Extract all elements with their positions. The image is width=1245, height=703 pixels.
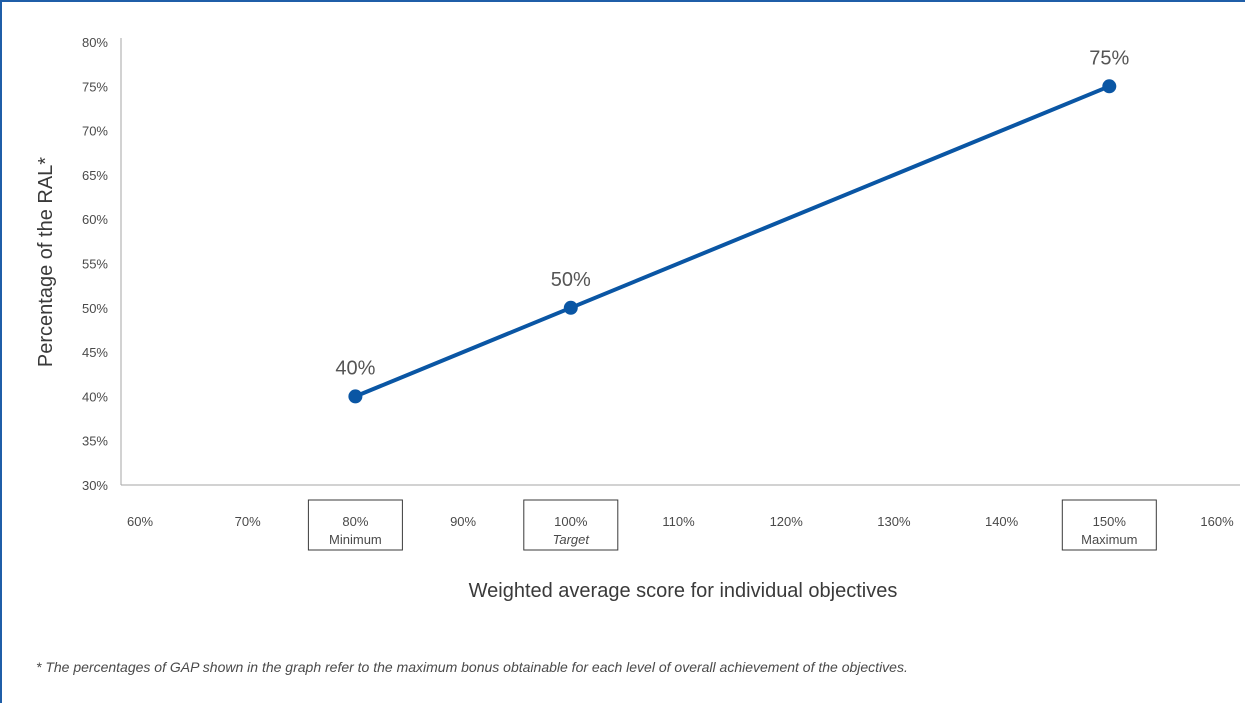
x-tick-sublabel: Minimum: [329, 532, 382, 547]
data-label: 75%: [1089, 47, 1129, 69]
data-point: [563, 300, 578, 315]
y-tick-label: 65%: [82, 168, 108, 183]
series-line: [354, 84, 1111, 399]
y-tick-label: 55%: [82, 257, 108, 272]
x-tick-label: 70%: [235, 514, 261, 529]
x-tick-label: 90%: [450, 514, 476, 529]
y-axis-title: Percentage of the RAL*: [35, 157, 57, 367]
y-tick-label: 60%: [82, 212, 108, 227]
x-tick-box: [523, 499, 619, 551]
data-label: 40%: [335, 357, 375, 379]
x-tick-label: 80%: [342, 514, 368, 529]
x-tick-label: 160%: [1200, 514, 1234, 529]
y-tick-label: 70%: [82, 124, 108, 139]
x-axis-title: Weighted average score for individual ob…: [469, 580, 898, 602]
x-tick-label: 110%: [662, 514, 695, 529]
y-tick-label: 40%: [82, 389, 108, 404]
y-tick-label: 35%: [82, 434, 108, 449]
x-tick-label: 60%: [127, 514, 153, 529]
x-tick-label: 150%: [1093, 514, 1127, 529]
x-tick-label: 130%: [877, 514, 911, 529]
x-tick-sublabel: Maximum: [1081, 532, 1137, 547]
y-tick-label: 80%: [82, 35, 108, 50]
x-tick-box: [1061, 499, 1157, 551]
y-tick-label: 75%: [82, 79, 108, 94]
data-label: 50%: [551, 269, 591, 291]
footnote: * The percentages of GAP shown in the gr…: [36, 659, 908, 675]
x-tick-label: 100%: [554, 514, 588, 529]
x-tick-sublabel: Target: [553, 532, 591, 547]
y-tick-label: 50%: [82, 301, 108, 316]
x-tick-label: 120%: [770, 514, 804, 529]
x-tick-label: 140%: [985, 514, 1019, 529]
data-point: [348, 389, 363, 404]
data-point: [1102, 79, 1117, 94]
y-tick-label: 30%: [82, 478, 108, 493]
x-tick-box: [307, 499, 403, 551]
y-tick-label: 45%: [82, 345, 108, 360]
